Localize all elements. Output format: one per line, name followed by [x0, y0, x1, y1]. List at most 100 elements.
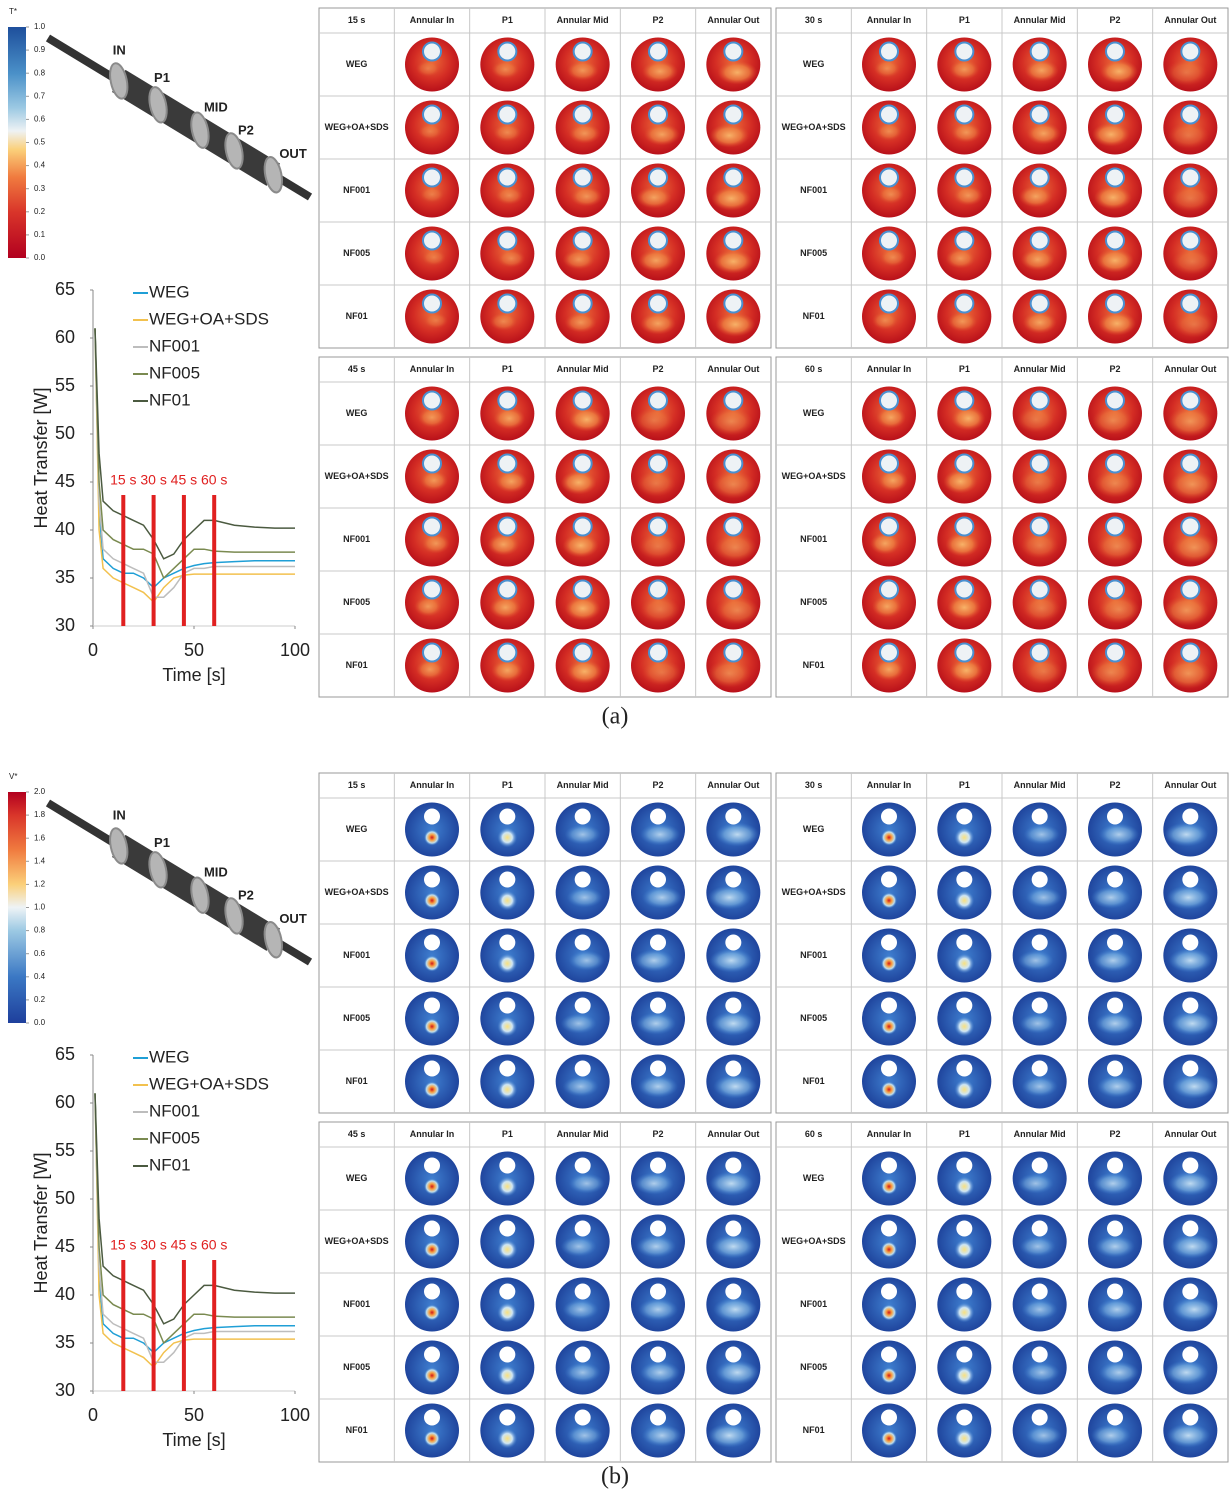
contour-image — [706, 449, 761, 504]
contour-image — [937, 802, 992, 857]
contour-core — [650, 1060, 666, 1077]
contour-core — [725, 808, 742, 825]
contour-core — [1029, 41, 1050, 62]
time-marker-label: 60 s — [201, 472, 227, 488]
contour-image — [555, 1214, 610, 1269]
contour-blob — [709, 948, 754, 973]
contour-core — [424, 808, 440, 825]
contour-core — [725, 1283, 742, 1300]
contour-core — [723, 642, 744, 663]
contour-blob — [949, 59, 980, 80]
contour-core — [650, 1157, 666, 1174]
contour-blob — [562, 1299, 599, 1320]
contour-blob — [717, 60, 758, 85]
time-marker-label: 30 s — [140, 1237, 166, 1253]
contour-image — [937, 100, 992, 155]
contour-image — [555, 449, 610, 504]
column-header: Annular Mid — [557, 364, 609, 374]
contour-image — [862, 100, 916, 155]
contour-image — [631, 37, 685, 92]
contour-image — [405, 1277, 459, 1332]
contour-image — [1163, 1403, 1218, 1458]
contour-core — [1107, 808, 1123, 825]
contour-core — [723, 104, 744, 125]
pipe-ring — [109, 827, 129, 865]
contour-core — [497, 293, 518, 314]
contour-core — [954, 230, 975, 251]
contour-core — [422, 453, 442, 474]
contour-spot — [881, 1304, 897, 1321]
legend-label: NF01 — [149, 1155, 191, 1174]
contour-blob — [874, 658, 904, 681]
contour-spot — [881, 892, 897, 909]
contour-core — [574, 1409, 591, 1426]
colorbar-tick-label: 1.0 — [34, 903, 46, 912]
contour-core — [1182, 871, 1199, 888]
colorbar-tick-label: 0.2 — [34, 995, 46, 1004]
contour-image — [480, 163, 535, 218]
contour-image — [480, 449, 535, 504]
legend-label: WEG+OA+SDS — [149, 1074, 269, 1093]
contour-blob — [491, 659, 524, 682]
column-header: Annular Out — [707, 780, 759, 790]
row-header: NF005 — [343, 597, 370, 607]
contour-blob — [566, 60, 599, 81]
colorbar-tick-label: 0.9 — [34, 45, 46, 54]
contour-image — [937, 1054, 992, 1109]
contour-blob — [876, 122, 902, 141]
contour-image — [937, 1214, 992, 1269]
contour-image — [1088, 1214, 1142, 1269]
contour-blob — [1094, 185, 1132, 210]
contour-core — [723, 230, 744, 251]
contour-core — [572, 453, 593, 474]
contour-core — [1031, 1409, 1048, 1426]
contour-blob — [1163, 595, 1210, 626]
contour-image — [631, 928, 685, 983]
contour-blob — [709, 123, 750, 148]
contour-core — [956, 1409, 973, 1426]
contour-core — [879, 41, 899, 62]
contour-core — [725, 997, 742, 1014]
contour-core — [1107, 871, 1123, 888]
contour-core — [1107, 1346, 1123, 1363]
row-header: NF001 — [343, 185, 370, 195]
contour-spot — [424, 1018, 440, 1035]
contour-image — [1088, 1340, 1142, 1395]
contour-image — [480, 512, 535, 567]
contour-blob — [420, 470, 448, 491]
contour-image — [706, 289, 761, 344]
contour-image — [1012, 865, 1067, 920]
contour-image — [862, 638, 916, 693]
contour-image — [1163, 638, 1218, 693]
contour-blob — [1023, 1362, 1060, 1383]
contour-image — [480, 289, 535, 344]
contour-core — [648, 390, 668, 411]
contour-image — [555, 865, 610, 920]
contour-core — [1107, 1409, 1123, 1426]
contour-core — [648, 104, 668, 125]
contour-core — [572, 230, 593, 251]
contour-image — [706, 1340, 761, 1395]
contour-core — [954, 104, 975, 125]
contour-image — [480, 1214, 535, 1269]
contour-core — [574, 1060, 591, 1077]
series-line — [94, 1093, 295, 1345]
contour-image — [555, 289, 610, 344]
contour-blob — [1022, 595, 1061, 622]
contour-core — [1182, 1220, 1199, 1237]
contour-spot — [954, 1176, 975, 1197]
table-corner: 45 s — [348, 1129, 366, 1139]
contour-spot — [954, 890, 975, 911]
contour-image — [706, 226, 761, 281]
contour-core — [725, 1060, 742, 1077]
contour-blob — [1169, 469, 1216, 500]
row-header: NF005 — [343, 1362, 370, 1372]
x-tick-label: 100 — [280, 640, 310, 660]
contour-image — [937, 1277, 992, 1332]
contour-spot — [954, 1016, 975, 1037]
contour-image — [631, 289, 685, 344]
contour-image — [706, 928, 761, 983]
contour-blob — [715, 596, 760, 625]
contour-blob — [642, 659, 682, 686]
colorbar — [8, 27, 26, 258]
